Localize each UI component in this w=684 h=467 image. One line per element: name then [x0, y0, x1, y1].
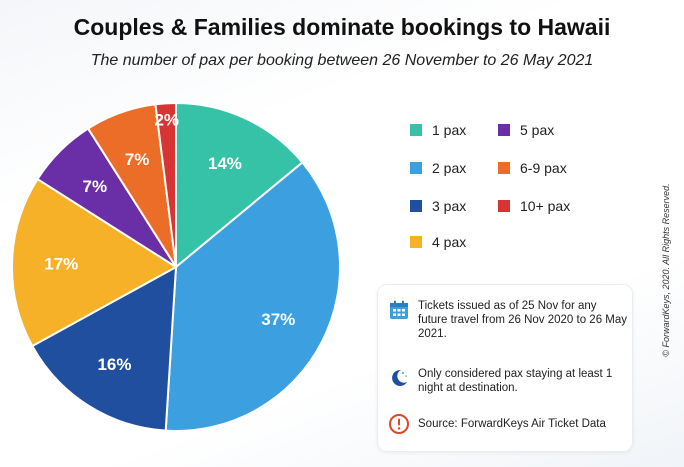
note-stay: Only considered pax staying at least 1 n… [388, 367, 628, 395]
pie-slice-2-pax [164, 161, 341, 432]
legend: 1 pax 5 pax 2 pax 6-9 pax 3 pax 10+ pax … [410, 122, 610, 262]
moon-icon [392, 369, 407, 386]
legend-label: 2 pax [432, 160, 467, 176]
legend-item-4-pax: 4 pax [410, 234, 466, 250]
pie-slice-1-pax [175, 101, 304, 270]
alert-icon [389, 414, 409, 434]
pie-value-label: 16% [97, 355, 131, 374]
legend-label: 3 pax [432, 198, 467, 214]
legend-swatch [498, 162, 510, 174]
pie-slice-10-pax [154, 101, 177, 268]
note-source: Source: ForwardKeys Air Ticket Data [388, 413, 628, 435]
copyright-text: © ForwardKeys, 2020. All Rights Reserved… [661, 183, 671, 357]
legend-label: 6-9 pax [520, 160, 567, 176]
pie-value-label: 7% [83, 177, 108, 196]
chart-subtitle: The number of pax per booking between 26… [90, 52, 594, 69]
legend-item-1-pax: 1 pax [410, 122, 466, 138]
pie-value-label: 17% [44, 254, 78, 273]
legend-label: 4 pax [432, 234, 467, 250]
pie-labels: 14% 37% 16% 17% 7% 7% 2% [44, 111, 295, 374]
legend-item-10-plus-pax: 10+ pax [498, 198, 570, 214]
pie-slice-3-pax [30, 265, 178, 432]
chart-title: Couples & Families dominate bookings to … [73, 14, 611, 40]
legend-label: 5 pax [520, 122, 555, 138]
note-tickets: Tickets issued as of 25 Nov for any futu… [388, 299, 628, 341]
legend-swatch [498, 200, 510, 212]
legend-item-3-pax: 3 pax [410, 198, 466, 214]
legend-label: 1 pax [432, 122, 467, 138]
note-text: Tickets issued as of 25 Nov for any futu… [418, 300, 628, 340]
pie-value-label: 37% [261, 310, 295, 329]
legend-swatch [498, 124, 510, 136]
pie-slice-4-pax [11, 177, 178, 348]
copyright-notice: © ForwardKeys, 2020. All Rights Reserved… [656, 183, 676, 356]
pie-slices [11, 101, 341, 432]
legend-item-6-9-pax: 6-9 pax [498, 160, 567, 176]
legend-item-2-pax: 2 pax [410, 160, 466, 176]
legend-swatch [410, 236, 422, 248]
notes-panel: Tickets issued as of 25 Nov for any futu… [377, 284, 633, 452]
legend-swatch [410, 200, 422, 212]
note-text: Only considered pax staying at least 1 n… [418, 368, 613, 394]
legend-swatch [410, 162, 422, 174]
legend-swatch [410, 124, 422, 136]
legend-item-5-pax: 5 pax [498, 122, 554, 138]
legend-label: 10+ pax [520, 198, 571, 214]
pie-value-label: 2% [154, 111, 179, 130]
calendar-icon [390, 300, 408, 319]
note-text: Source: ForwardKeys Air Ticket Data [418, 418, 606, 430]
pie-chart: 14% 37% 16% 17% 7% 7% 2% [11, 101, 341, 432]
pie-value-label: 14% [208, 154, 242, 173]
pie-value-label: 7% [125, 150, 150, 169]
